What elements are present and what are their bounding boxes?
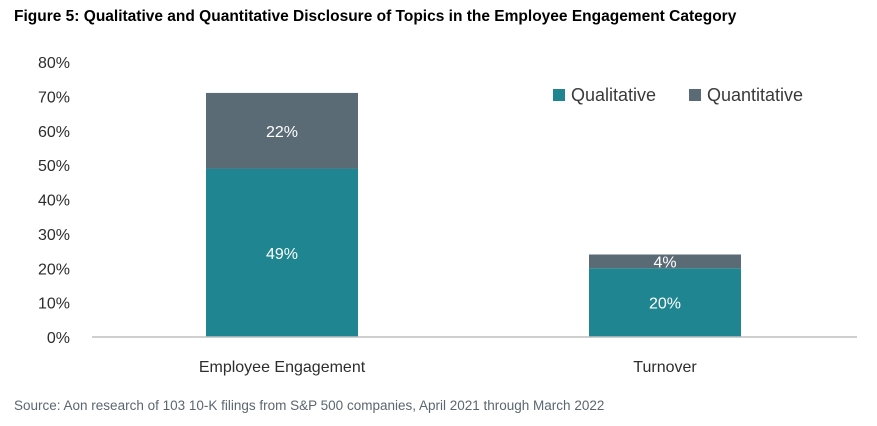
- y-tick-label: 50%: [38, 158, 70, 175]
- legend-label-quantitative: Quantitative: [707, 85, 803, 105]
- category-label: Employee Engagement: [199, 359, 366, 376]
- bar-qualitative-2: [589, 268, 741, 337]
- y-tick-label: 80%: [38, 55, 70, 72]
- data-label: 49%: [266, 246, 298, 263]
- y-tick-label: 0%: [47, 330, 70, 347]
- y-tick-label: 40%: [38, 193, 70, 210]
- data-label: 22%: [266, 124, 298, 141]
- legend-swatch-qualitative: [553, 89, 565, 101]
- bar-quantitative-1: [206, 92, 358, 169]
- legend-label-qualitative: Qualitative: [571, 85, 656, 105]
- chart-source-note: Source: Aon research of 103 10-K filings…: [14, 398, 605, 413]
- bar-qualitative-1: [206, 168, 358, 337]
- bar-quantitative-2: [589, 254, 741, 269]
- y-tick-label: 60%: [38, 124, 70, 141]
- category-label: Turnover: [633, 359, 697, 376]
- y-tick-label: 10%: [38, 296, 70, 313]
- y-tick-label: 70%: [38, 89, 70, 106]
- data-label: 4%: [653, 254, 676, 271]
- y-tick-label: 30%: [38, 227, 70, 244]
- chart-title: Figure 5: Qualitative and Quantitative D…: [14, 8, 737, 25]
- legend-swatch-quantitative: [689, 89, 701, 101]
- data-label: 20%: [649, 296, 681, 313]
- y-tick-label: 20%: [38, 261, 70, 278]
